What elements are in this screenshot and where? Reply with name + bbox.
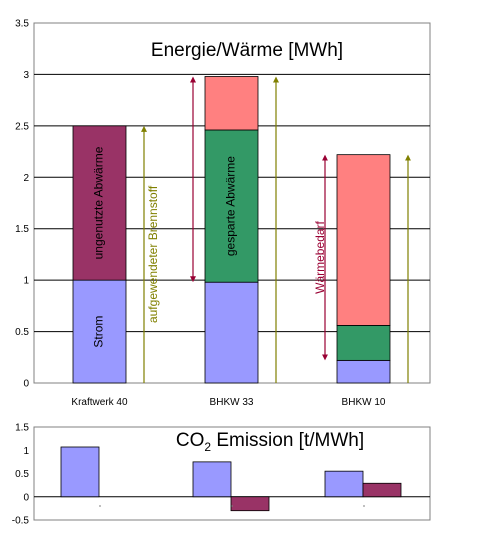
x-tick-labels: Kraftwerk 40 BHKW 33 BHKW 10	[71, 397, 385, 408]
annotation-label: Wärmebedarf	[313, 221, 327, 294]
co2-bar-co2_positive	[324, 470, 364, 498]
y-tick-label: 0	[23, 379, 29, 390]
y-tick-label: 3	[23, 70, 29, 81]
segment-labels: Strom ungenutzte Abwärme gesparte Abwärme	[92, 146, 238, 347]
segment-label: ungenutzte Abwärme	[92, 146, 106, 259]
segment-label: gesparte Abwärme	[224, 156, 238, 256]
segment-label: Strom	[92, 316, 106, 348]
bar-segment-strom	[204, 281, 259, 384]
bar-segment-gespart	[336, 324, 391, 361]
co2-y-tick-label: -0.5	[12, 516, 30, 527]
bar-segment-ungenutzt	[72, 125, 127, 281]
y-tick-label: 1	[23, 276, 29, 287]
co2-bar-co2_positive	[60, 446, 100, 498]
co2-y-tick-label: 1.5	[15, 423, 29, 434]
y-tick-label: 1.5	[15, 224, 29, 235]
co2-chart-title: CO2 Emission [t/MWh]	[176, 430, 364, 454]
y-tick-label: 0.5	[15, 327, 29, 338]
co2-y-tick-label: 0.5	[15, 469, 29, 480]
co2-bars	[34, 446, 430, 512]
co2-bar-co2_negative	[230, 496, 270, 512]
bar-segment-strom	[336, 359, 391, 384]
co2-chart: -0.5 0 0.5 1 1.5 CO2 Emission [t/MWh]	[12, 423, 431, 527]
x-tick-label: BHKW 10	[342, 397, 386, 408]
y-tick-labels: 0 0.5 1 1.5 2 2.5 3 3.5	[15, 19, 29, 390]
y-tick-label: 2	[23, 173, 29, 184]
annotation-label: aufgewendeter Brennstoff	[146, 185, 160, 323]
energy-chart: 0 0.5 1 1.5 2 2.5 3 3.5 aufgewendeter Brennstof…	[15, 19, 431, 408]
co2-x-ticks	[99, 505, 365, 507]
co2-y-tick-label: 0	[23, 492, 29, 503]
chart-title: Energie/Wärme [MWh]	[151, 40, 343, 61]
co2-bar-co2_negative	[362, 482, 402, 498]
bars	[72, 76, 391, 384]
y-tick-label: 3.5	[15, 19, 29, 30]
bar-segment-waerme	[204, 76, 259, 131]
bar-segment-waerme	[336, 154, 391, 326]
co2-y-tick-labels: -0.5 0 0.5 1 1.5	[12, 423, 30, 527]
y-tick-label: 2.5	[15, 121, 29, 132]
bar-segment-gespart	[204, 129, 259, 283]
x-tick-label: Kraftwerk 40	[71, 397, 128, 408]
x-tick-label: BHKW 33	[210, 397, 254, 408]
co2-bar-co2_positive	[192, 461, 232, 498]
annotation-arrows: aufgewendeter Brennstoff Wärmebedarf	[141, 76, 411, 383]
bar-segment-strom	[72, 279, 127, 384]
co2-y-tick-label: 1	[23, 446, 29, 457]
